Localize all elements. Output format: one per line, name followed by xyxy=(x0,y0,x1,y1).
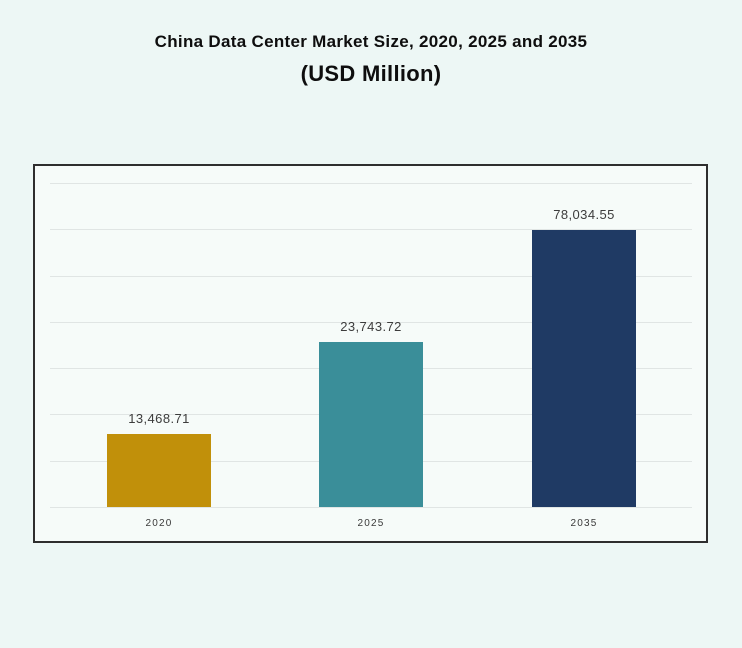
bar-2020 xyxy=(107,434,211,507)
x-tick-label-2020: 2020 xyxy=(145,518,173,529)
bar-2035 xyxy=(532,230,636,507)
bar-value-label-2020: 13,468.71 xyxy=(128,411,190,426)
chart-title: China Data Center Market Size, 2020, 202… xyxy=(154,32,588,51)
gridline xyxy=(50,276,692,277)
chart-frame: 13,468.71 2020 23,743.72 2025 78,034.55 2035 xyxy=(33,164,708,543)
gridline xyxy=(50,229,692,230)
gridline xyxy=(50,183,692,184)
bar-value-label-2035: 78,034.55 xyxy=(553,207,615,222)
gridline xyxy=(50,507,692,508)
x-tick-label-2035: 2035 xyxy=(570,518,598,529)
bar-value-label-2025: 23,743.72 xyxy=(340,319,402,334)
bar-2025 xyxy=(319,342,423,507)
x-tick-label-2025: 2025 xyxy=(357,518,385,529)
chart-subtitle: (USD Million) xyxy=(300,61,442,86)
gridline xyxy=(50,322,692,323)
plot-area: 13,468.71 2020 23,743.72 2025 78,034.55 2035 xyxy=(35,166,706,541)
